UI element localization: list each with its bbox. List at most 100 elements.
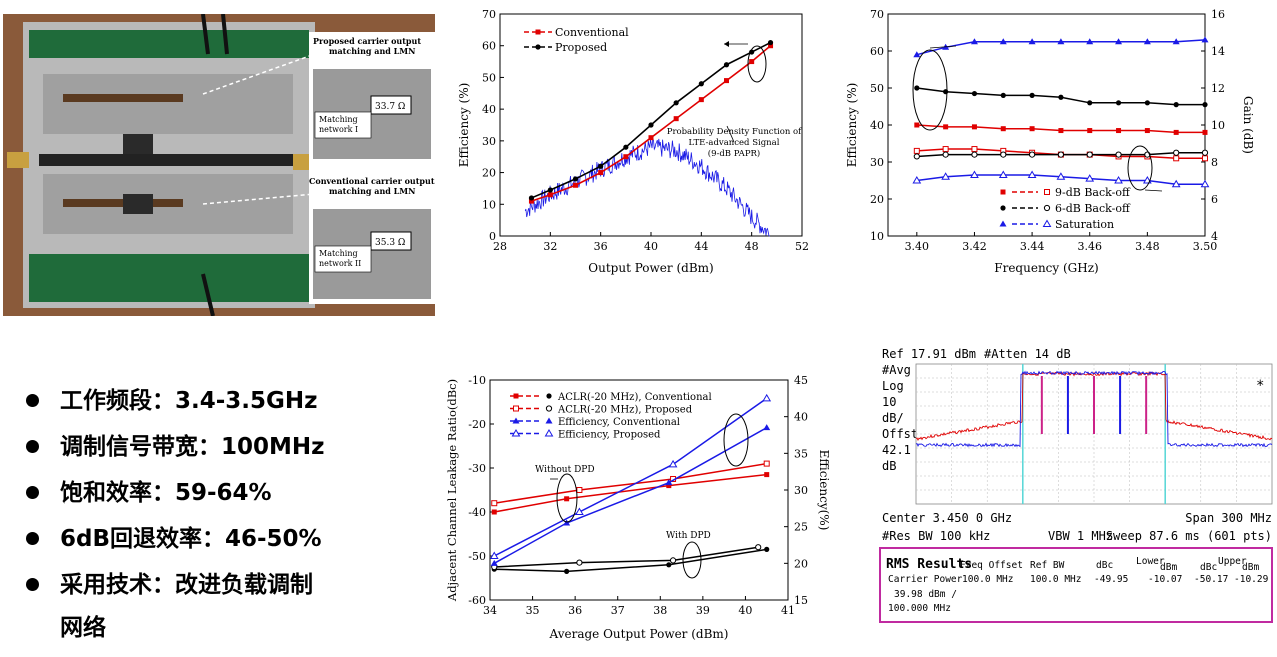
aclr-efficiency-vs-average-power-chart: 34 35 36 37 38 39 40 41 -10 -20 -30 -40 -50 -60 45 40 35… xyxy=(445,374,831,641)
legend-label: Conventional xyxy=(555,26,629,39)
matching-network-1-line2: network I xyxy=(319,125,358,134)
axis-arrow xyxy=(1144,189,1163,192)
legend-marker xyxy=(999,220,1007,227)
data-point xyxy=(547,187,553,193)
y2-tick-label: 14 xyxy=(1211,45,1225,58)
legend-marker xyxy=(512,417,520,424)
data-point xyxy=(764,546,770,552)
data-point xyxy=(547,192,553,198)
spectrum-trace-with-dpd xyxy=(915,370,1273,448)
x-tick-label: 40 xyxy=(738,604,752,617)
span-value: Span 300 MHz xyxy=(1185,511,1272,525)
rms-column-header: dBm xyxy=(1160,562,1177,573)
y2-tick-label: 10 xyxy=(1211,119,1225,132)
bullet-technology-continued: 网络 xyxy=(60,615,106,641)
legend-marker xyxy=(513,393,519,399)
resolution-bandwidth: #Res BW 100 kHz xyxy=(882,529,990,543)
legend-label: ACLR(-20 MHz), Conventional xyxy=(557,392,712,403)
x-tick-label: 41 xyxy=(781,604,795,617)
rms-column-header: dBc xyxy=(1200,562,1217,573)
x-axis-label: Output Power (dBm) xyxy=(588,261,713,275)
x-tick-label: 36 xyxy=(568,604,582,617)
y-tick-label: 60 xyxy=(482,40,496,53)
data-point xyxy=(623,154,629,160)
series-line xyxy=(494,473,767,513)
series-line-proposed xyxy=(531,41,771,199)
x-tick-label: 44 xyxy=(694,240,708,253)
highlight-ellipse xyxy=(912,49,948,131)
x-tick-label: 36 xyxy=(594,240,608,253)
rms-cell: -10.07 xyxy=(1148,574,1182,585)
highlight-ellipse xyxy=(556,473,578,523)
circuit-board-photo: Proposed carrier output matching and LMN… xyxy=(3,14,435,316)
x-tick-label: 28 xyxy=(493,240,507,253)
y-tick-label: -10 xyxy=(468,374,486,387)
data-point xyxy=(724,78,729,84)
label-conventional-line1: Conventional carrier output xyxy=(309,176,435,186)
data-point xyxy=(665,479,673,486)
feature-list: 工作频段：3.4-3.5GHz 调制信号带宽：100MHz 饱和效率：59-64… xyxy=(18,378,438,648)
x-tick-label: 3.50 xyxy=(1193,240,1218,253)
annotation-pointer xyxy=(726,125,735,143)
data-point xyxy=(623,144,629,150)
data-point xyxy=(673,100,679,106)
data-point xyxy=(698,81,704,87)
data-point xyxy=(1028,38,1036,45)
legend-marker xyxy=(1043,204,1051,212)
data-point xyxy=(1058,128,1064,134)
atten-value: #Atten 14 dB xyxy=(984,347,1071,361)
series-line xyxy=(494,546,759,568)
data-point xyxy=(1000,151,1007,158)
data-point xyxy=(1029,126,1035,132)
data-point xyxy=(528,198,534,204)
data-point xyxy=(1000,126,1006,132)
data-point xyxy=(1057,151,1065,158)
legend-label: 9-dB Back-off xyxy=(1055,186,1131,199)
y2-tick-label: 6 xyxy=(1211,193,1218,206)
data-point xyxy=(491,509,497,515)
spectrum-trace-without-dpd xyxy=(915,371,1273,441)
y2-axis-label: Efficiency(%) xyxy=(817,450,831,531)
data-point xyxy=(970,38,978,45)
y-tick-label: -50 xyxy=(468,550,486,563)
center-frequency: Center 3.450 0 GHz xyxy=(882,511,1012,525)
label-conventional-line2: matching and LMN xyxy=(329,186,415,196)
bullet-signal-bandwidth: 调制信号带宽：100MHz xyxy=(18,424,438,470)
data-point xyxy=(598,170,604,176)
data-point xyxy=(1172,38,1180,45)
x-tick-label: 40 xyxy=(644,240,658,253)
legend-marker xyxy=(513,405,519,412)
x-tick-label: 3.42 xyxy=(962,240,987,253)
data-point xyxy=(764,472,770,478)
data-point xyxy=(971,124,977,130)
data-point xyxy=(1200,179,1210,188)
series-line xyxy=(494,462,767,504)
legend-label: Efficiency, Proposed xyxy=(558,430,661,441)
data-point xyxy=(749,59,755,65)
series-line xyxy=(494,548,767,573)
data-point xyxy=(563,519,571,526)
annotation-text: Probability Density Function of xyxy=(667,127,802,137)
data-point xyxy=(564,496,570,502)
y-tick-label: 70 xyxy=(482,8,496,21)
data-point xyxy=(767,39,774,46)
data-point xyxy=(999,38,1007,45)
rms-column-header: dBm xyxy=(1242,562,1259,573)
data-point xyxy=(648,122,654,128)
data-point xyxy=(1201,36,1209,43)
ref-level: Ref 17.91 dBm xyxy=(882,347,976,361)
y-axis-label: Adjacent Channel Leakage Ratio(dBc) xyxy=(445,379,459,602)
y-tick-label: -40 xyxy=(468,506,486,519)
y-axis-label: Efficiency (%) xyxy=(457,83,471,168)
data-point xyxy=(1057,38,1065,45)
data-point xyxy=(572,176,579,182)
data-point xyxy=(1173,155,1180,162)
data-point xyxy=(768,43,774,49)
y2-tick-label: 8 xyxy=(1211,156,1218,169)
y-tick-label: 10 xyxy=(482,198,496,211)
data-point xyxy=(1115,38,1123,45)
rms-extra-line: 100.000 MHz xyxy=(888,603,951,614)
rms-column-header: dBc xyxy=(1096,560,1113,571)
legend-marker xyxy=(544,429,554,437)
data-point xyxy=(723,62,730,68)
